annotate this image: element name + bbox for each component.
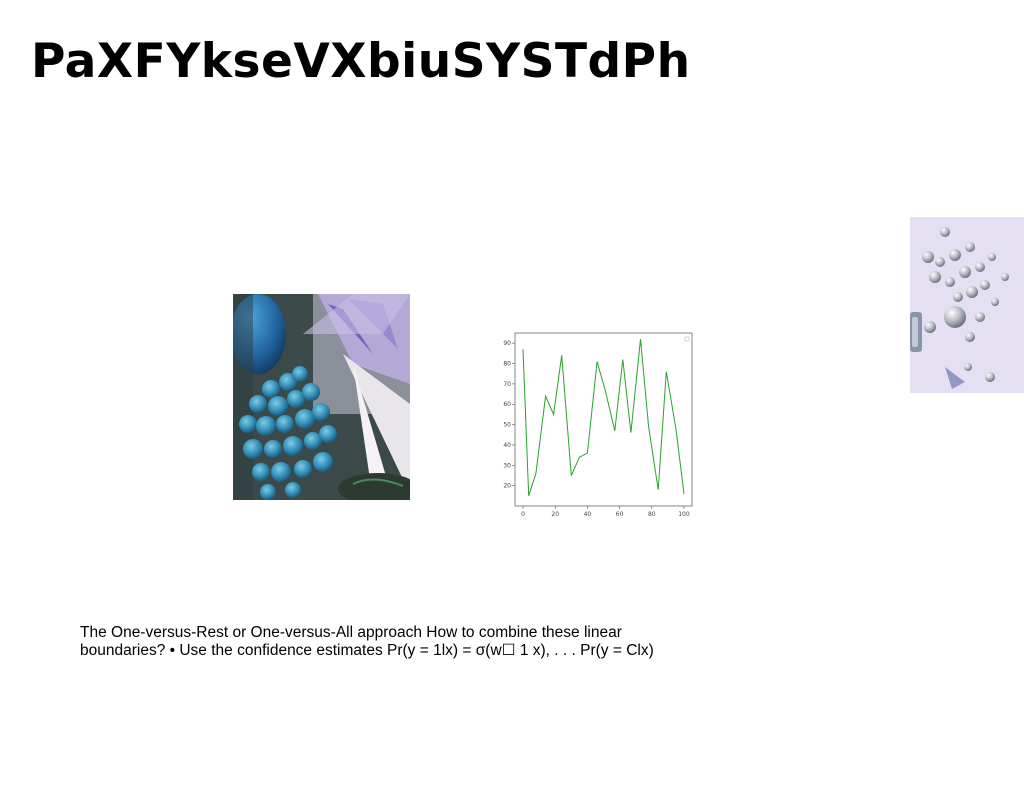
photo-blue-grapes (233, 294, 410, 500)
photo-silver-objects-graphic (910, 217, 1024, 393)
y-tick-label: 90 (503, 340, 511, 347)
photo-silver-objects (910, 217, 1024, 393)
body-text: The One-versus-Rest or One-versus-All ap… (80, 624, 654, 659)
x-tick-label: 40 (584, 511, 592, 518)
x-tick-label: 80 (648, 511, 656, 518)
y-tick-label: 80 (503, 361, 511, 368)
photo-blue-grapes-graphic (233, 294, 410, 500)
x-tick-label: 100 (678, 511, 690, 518)
x-tick-label: 0 (521, 511, 525, 518)
x-tick-label: 20 (551, 511, 559, 518)
y-tick-label: 40 (503, 442, 511, 449)
line-chart-svg: 0 20 40 60 80 100 20 30 40 50 60 70 80 90 (503, 332, 693, 518)
line-chart: 0 20 40 60 80 100 20 30 40 50 60 70 80 90 (500, 328, 696, 522)
y-tick-label: 30 (503, 462, 511, 469)
y-tick-label: 70 (503, 381, 511, 388)
legend-box (684, 336, 690, 342)
plot-frame (514, 332, 693, 507)
series-line (522, 339, 685, 496)
y-tick-label: 20 (503, 483, 511, 490)
y-tick-label: 60 (503, 401, 511, 408)
x-tick-label: 60 (616, 511, 624, 518)
slide-title: PaXFYkseVXbiuSYSTdPh (31, 34, 691, 89)
y-tick-label: 50 (503, 422, 511, 429)
